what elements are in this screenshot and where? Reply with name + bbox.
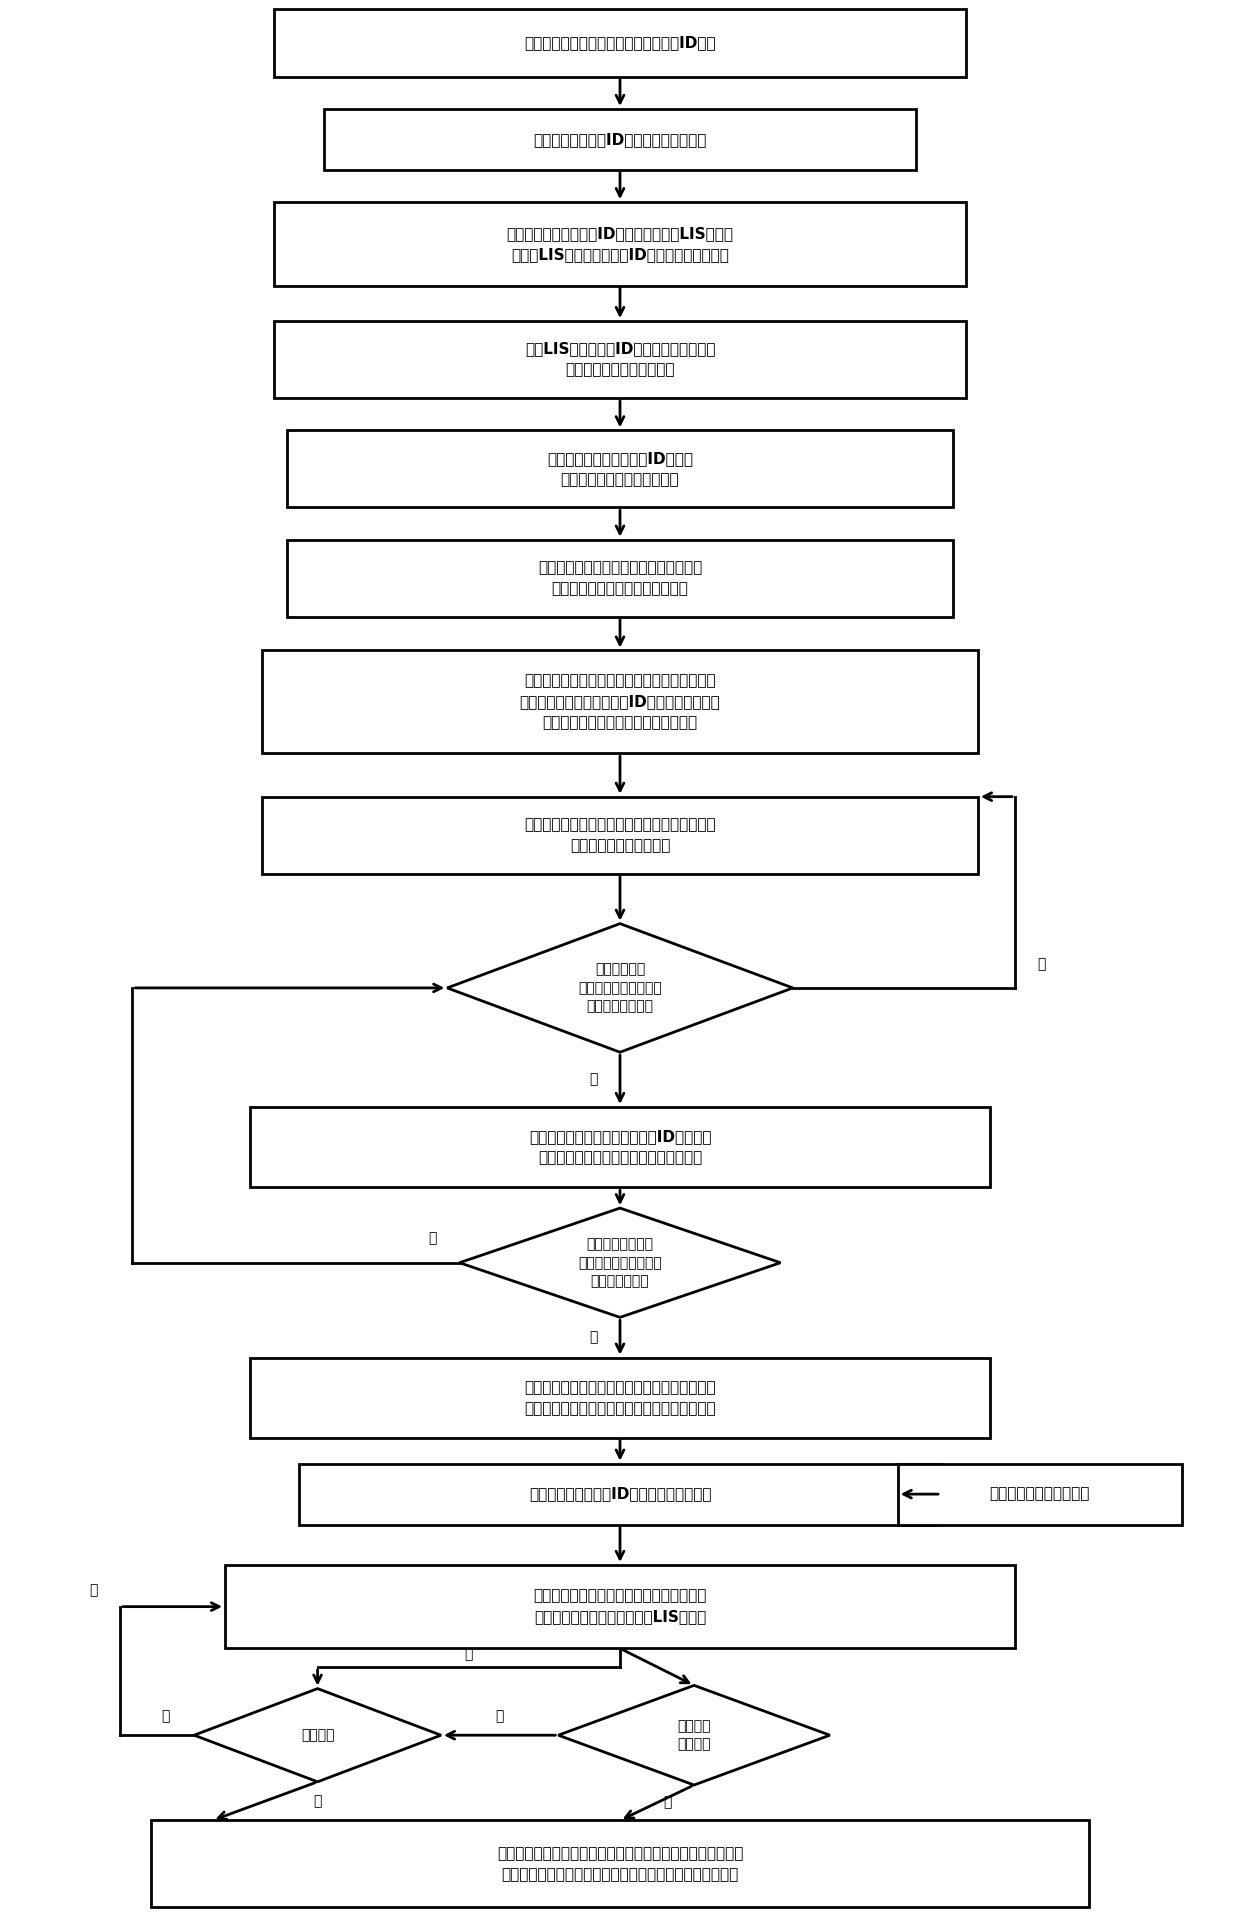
Text: 否: 否	[1037, 957, 1045, 971]
FancyBboxPatch shape	[286, 539, 954, 616]
Text: 患者在取号系统通过刷卡或者手工输入ID信息: 患者在取号系统通过刷卡或者手工输入ID信息	[525, 35, 715, 50]
FancyBboxPatch shape	[274, 202, 966, 285]
Text: 取号系统将患者确认的采血项目信息发送到主控
系统，由主控系统根据患者ID信息及采血项目信
息确定患者的优先顺位并分配排队编号: 取号系统将患者确认的采血项目信息发送到主控 系统，由主控系统根据患者ID信息及采…	[520, 674, 720, 730]
Text: 是否过号: 是否过号	[301, 1728, 335, 1743]
Text: 主控系统判断
是否接收到来自采血工
位的信息分配请求: 主控系统判断 是否接收到来自采血工 位的信息分配请求	[578, 963, 662, 1013]
FancyBboxPatch shape	[262, 797, 978, 874]
Polygon shape	[448, 924, 792, 1052]
Polygon shape	[460, 1208, 780, 1317]
Text: 主控系统将优先顺位在前的患者ID信息及相
对应的采血项目信息传送给贴标扫码系统: 主控系统将优先顺位在前的患者ID信息及相 对应的采血项目信息传送给贴标扫码系统	[528, 1129, 712, 1165]
FancyBboxPatch shape	[151, 1820, 1089, 1907]
FancyBboxPatch shape	[274, 10, 966, 77]
Text: 是: 是	[89, 1583, 98, 1597]
FancyBboxPatch shape	[249, 1107, 991, 1186]
FancyBboxPatch shape	[898, 1464, 1182, 1525]
FancyBboxPatch shape	[324, 110, 916, 169]
Text: 主控系统将贴标完毕指令或者对当前患者作
出过号决定的情况回写到医院LIS系统内: 主控系统将贴标完毕指令或者对当前患者作 出过号决定的情况回写到医院LIS系统内	[533, 1589, 707, 1626]
Text: 在贴标扫码系统，打印条形码标签并将标签贴到
采血管上，尔后，向主控系统反馈贴标完毕指令: 在贴标扫码系统，打印条形码标签并将标签贴到 采血管上，尔后，向主控系统反馈贴标完…	[525, 1379, 715, 1416]
Text: 否: 否	[589, 1331, 598, 1344]
FancyBboxPatch shape	[274, 322, 966, 399]
Polygon shape	[558, 1685, 830, 1785]
FancyBboxPatch shape	[224, 1564, 1016, 1649]
FancyBboxPatch shape	[286, 429, 954, 507]
Text: 是: 是	[589, 1073, 598, 1086]
Polygon shape	[195, 1689, 441, 1782]
Text: 是: 是	[161, 1708, 170, 1724]
Text: 否: 否	[465, 1647, 472, 1660]
Text: 对患者进行身份确认，通过贴标扫码系统，扫描采血管上的条
形码标签后对患者进行采血且在采血完毕后打印取报告凭证: 对患者进行身份确认，通过贴标扫码系统，扫描采血管上的条 形码标签后对患者进行采血…	[497, 1845, 743, 1882]
FancyBboxPatch shape	[262, 651, 978, 753]
Text: 在取号系统显示患者采血项目信息，来供
患者在此确认各自的采血项目信息: 在取号系统显示患者采血项目信息，来供 患者在此确认各自的采血项目信息	[538, 560, 702, 597]
Text: 主控系统将当前患者ID信息传送给叫号系统: 主控系统将当前患者ID信息传送给叫号系统	[528, 1487, 712, 1502]
Text: 在主控系统作优先
顺位在前的患者是否为
过号患者的判断: 在主控系统作优先 顺位在前的患者是否为 过号患者的判断	[578, 1236, 662, 1288]
Text: 医院LIS系统将患者ID信息与对应采血项目
信息匹配后发送到主控系统: 医院LIS系统将患者ID信息与对应采血项目 信息匹配后发送到主控系统	[525, 341, 715, 377]
Text: 取号系统将得到的ID信息发送到主控系统: 取号系统将得到的ID信息发送到主控系统	[533, 131, 707, 146]
Text: 主控系统将生成的排队编号发送至取号系统，并
在取号系统打印排队编号: 主控系统将生成的排队编号发送至取号系统，并 在取号系统打印排队编号	[525, 817, 715, 853]
Text: 主控系统将匹配好的患者ID信息及
采血项目信息发送到取号系统: 主控系统将匹配好的患者ID信息及 采血项目信息发送到取号系统	[547, 451, 693, 487]
FancyBboxPatch shape	[299, 1464, 941, 1525]
Text: 否: 否	[314, 1795, 321, 1809]
Text: 是: 是	[663, 1795, 672, 1810]
FancyBboxPatch shape	[249, 1358, 991, 1439]
Text: 主控系统将收到的患者ID信息传送给医院LIS系统，
在医院LIS系统查找与患者ID信息对应的采血项目: 主控系统将收到的患者ID信息传送给医院LIS系统， 在医院LIS系统查找与患者I…	[506, 225, 734, 262]
Text: 否: 否	[496, 1708, 503, 1724]
Text: 叫号系统对当前患者叫号: 叫号系统对当前患者叫号	[990, 1487, 1090, 1502]
Text: 是: 是	[428, 1231, 436, 1246]
Text: 患者是否
准备就绪: 患者是否 准备就绪	[677, 1720, 711, 1751]
